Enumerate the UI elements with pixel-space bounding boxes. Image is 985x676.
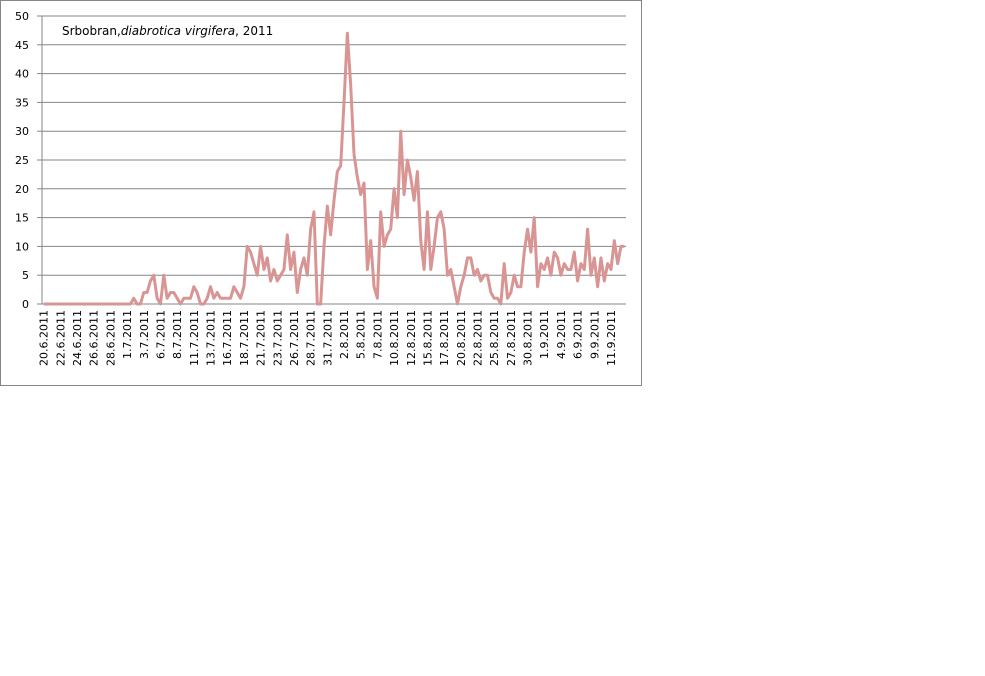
chart-title: Srbobran,diabrotica virgifera, 2011 bbox=[62, 24, 273, 38]
chart-frame bbox=[0, 0, 642, 386]
y-tick-label: 0 bbox=[22, 298, 29, 311]
x-tick-label: 11.9.2011 bbox=[605, 310, 618, 366]
x-tick-label: 1.9.2011 bbox=[538, 310, 551, 359]
y-tick-label: 35 bbox=[15, 96, 29, 109]
y-tick-label: 50 bbox=[15, 10, 29, 23]
x-tick-label: 2.8.2011 bbox=[338, 310, 351, 359]
x-tick-label: 24.6.2011 bbox=[71, 310, 84, 366]
x-tick-label: 20.6.2011 bbox=[38, 310, 51, 366]
x-tick-label: 26.7.2011 bbox=[288, 310, 301, 366]
x-tick-label: 13.7.2011 bbox=[205, 310, 218, 366]
y-tick-label: 15 bbox=[15, 212, 29, 225]
x-tick-label: 26.6.2011 bbox=[88, 310, 101, 366]
x-tick-label: 6.9.2011 bbox=[572, 310, 585, 359]
y-tick-label: 40 bbox=[15, 68, 29, 81]
y-tick-label: 20 bbox=[15, 183, 29, 196]
x-tick-label: 22.8.2011 bbox=[471, 310, 484, 366]
y-tick-label: 30 bbox=[15, 125, 29, 138]
x-tick-label: 23.7.2011 bbox=[271, 310, 284, 366]
y-tick-label: 25 bbox=[15, 154, 29, 167]
x-tick-label: 18.7.2011 bbox=[238, 310, 251, 366]
x-tick-label: 31.7.2011 bbox=[321, 310, 334, 366]
x-tick-label: 4.9.2011 bbox=[555, 310, 568, 359]
x-tick-label: 12.8.2011 bbox=[405, 310, 418, 366]
x-tick-label: 30.8.2011 bbox=[522, 310, 535, 366]
title-part: diabrotica virgifera bbox=[121, 24, 235, 38]
x-tick-label: 5.8.2011 bbox=[355, 310, 368, 359]
x-tick-label: 1.7.2011 bbox=[121, 310, 134, 359]
x-tick-label: 11.7.2011 bbox=[188, 310, 201, 366]
x-tick-label: 22.6.2011 bbox=[54, 310, 67, 366]
x-tick-label: 27.8.2011 bbox=[505, 310, 518, 366]
x-tick-label: 16.7.2011 bbox=[221, 310, 234, 366]
x-tick-label: 28.7.2011 bbox=[305, 310, 318, 366]
x-tick-label: 7.8.2011 bbox=[371, 310, 384, 359]
title-part: Srbobran, bbox=[62, 24, 121, 38]
x-tick-label: 28.6.2011 bbox=[104, 310, 117, 366]
title-part: , 2011 bbox=[235, 24, 273, 38]
x-tick-label: 10.8.2011 bbox=[388, 310, 401, 366]
x-tick-label: 17.8.2011 bbox=[438, 310, 451, 366]
data-line bbox=[43, 31, 625, 306]
x-tick-label: 6.7.2011 bbox=[154, 310, 167, 359]
x-tick-label: 21.7.2011 bbox=[255, 310, 268, 366]
x-tick-label: 25.8.2011 bbox=[488, 310, 501, 366]
y-tick-label: 45 bbox=[15, 39, 29, 52]
x-tick-label: 20.8.2011 bbox=[455, 310, 468, 366]
x-tick-label: 3.7.2011 bbox=[138, 310, 151, 359]
x-tick-label: 9.9.2011 bbox=[588, 310, 601, 359]
y-tick-label: 5 bbox=[22, 269, 29, 282]
x-tick-label: 8.7.2011 bbox=[171, 310, 184, 359]
x-tick-label: 15.8.2011 bbox=[421, 310, 434, 366]
y-tick-label: 10 bbox=[15, 240, 29, 253]
